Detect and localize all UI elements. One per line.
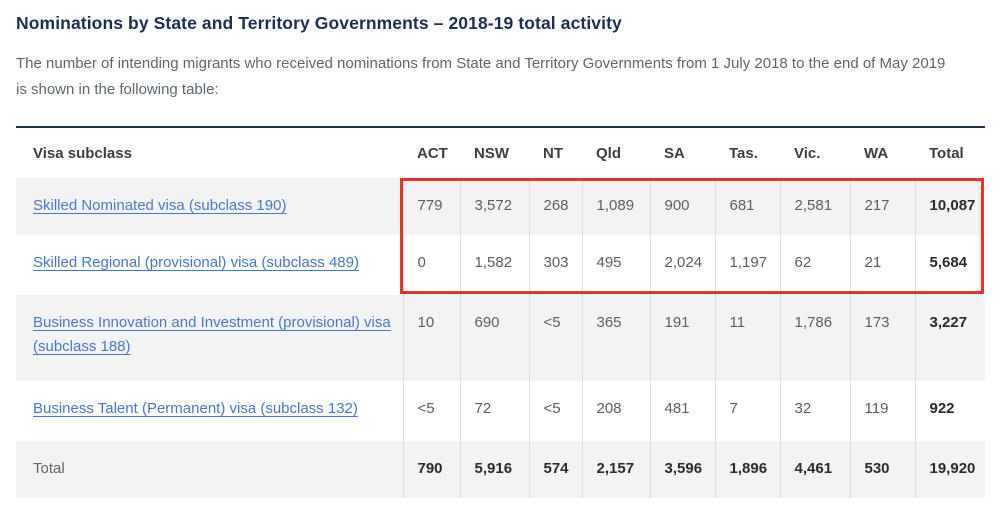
table-row: Skilled Nominated visa (subclass 190) 77… (16, 178, 985, 235)
column-header-vic: Vic. (780, 127, 850, 178)
value-cell: 10 (402, 295, 460, 381)
value-cell: 1,786 (779, 295, 850, 381)
value-cell: 119 (849, 381, 915, 441)
column-header-wa: WA (850, 127, 915, 178)
visa-subclass-cell: Skilled Regional (provisional) visa (sub… (16, 235, 403, 295)
value-cell: 900 (649, 178, 715, 235)
visa-subclass-489-link[interactable]: Skilled Regional (provisional) visa (sub… (33, 254, 359, 271)
total-value-cell: 4,461 (779, 441, 850, 498)
table-header-row: Visa subclass ACT NSW NT Qld SA Tas. Vic… (16, 127, 985, 178)
table-total-row: Total 790 5,916 574 2,157 3,596 1,896 4,… (16, 441, 985, 498)
row-total-cell: 5,684 (914, 235, 985, 295)
value-cell: <5 (528, 295, 582, 381)
value-cell: 268 (528, 178, 582, 235)
value-cell: 191 (649, 295, 715, 381)
value-cell: 32 (779, 381, 850, 441)
total-value-cell: 530 (849, 441, 915, 498)
row-total-cell: 3,227 (914, 295, 985, 381)
total-value-cell: 574 (528, 441, 582, 498)
column-header-tas: Tas. (715, 127, 780, 178)
table-row: Business Talent (Permanent) visa (subcla… (16, 381, 985, 441)
value-cell: 0 (402, 235, 460, 295)
column-header-sa: SA (650, 127, 715, 178)
visa-subclass-cell: Skilled Nominated visa (subclass 190) (16, 178, 403, 235)
intro-text: The number of intending migrants who rec… (16, 55, 946, 98)
visa-subclass-cell: Business Innovation and Investment (prov… (16, 295, 403, 381)
value-cell: 1,582 (459, 235, 529, 295)
value-cell: 1,089 (581, 178, 650, 235)
column-header-qld: Qld (582, 127, 650, 178)
total-value-cell: 790 (402, 441, 460, 498)
column-header-nsw: NSW (460, 127, 529, 178)
value-cell: 217 (849, 178, 915, 235)
value-cell: 208 (581, 381, 650, 441)
page-content: Nominations by State and Territory Gover… (16, 13, 985, 498)
visa-subclass-132-link[interactable]: Business Talent (Permanent) visa (subcla… (33, 400, 358, 417)
value-cell: 690 (459, 295, 529, 381)
value-cell: 21 (849, 235, 915, 295)
value-cell: 72 (459, 381, 529, 441)
table-row: Business Innovation and Investment (prov… (16, 295, 985, 381)
page-title: Nominations by State and Territory Gover… (16, 13, 622, 33)
row-total-cell: 10,087 (914, 178, 985, 235)
column-header-nt: NT (529, 127, 582, 178)
column-header-total: Total (915, 127, 985, 178)
value-cell: 3,572 (459, 178, 529, 235)
value-cell: 1,197 (714, 235, 780, 295)
value-cell: 779 (402, 178, 460, 235)
total-value-cell: 5,916 (459, 441, 529, 498)
visa-subclass-190-link[interactable]: Skilled Nominated visa (subclass 190) (33, 197, 287, 214)
value-cell: 7 (714, 381, 780, 441)
value-cell: <5 (528, 381, 582, 441)
value-cell: 481 (649, 381, 715, 441)
table-row: Skilled Regional (provisional) visa (sub… (16, 235, 985, 295)
visa-subclass-188-link[interactable]: Business Innovation and Investment (prov… (33, 314, 391, 355)
grand-total-cell: 19,920 (914, 441, 985, 498)
column-header-visa-subclass: Visa subclass (16, 127, 403, 178)
total-value-cell: 1,896 (714, 441, 780, 498)
value-cell: 495 (581, 235, 650, 295)
value-cell: 2,581 (779, 178, 850, 235)
value-cell: 681 (714, 178, 780, 235)
value-cell: 11 (714, 295, 780, 381)
value-cell: 173 (849, 295, 915, 381)
value-cell: 365 (581, 295, 650, 381)
value-cell: <5 (402, 381, 460, 441)
value-cell: 62 (779, 235, 850, 295)
value-cell: 303 (528, 235, 582, 295)
value-cell: 2,024 (649, 235, 715, 295)
total-row-label: Total (16, 441, 403, 498)
total-value-cell: 3,596 (649, 441, 715, 498)
visa-subclass-cell: Business Talent (Permanent) visa (subcla… (16, 381, 403, 441)
total-value-cell: 2,157 (581, 441, 650, 498)
row-total-cell: 922 (914, 381, 985, 441)
nominations-table: Visa subclass ACT NSW NT Qld SA Tas. Vic… (16, 126, 985, 498)
column-header-act: ACT (403, 127, 460, 178)
